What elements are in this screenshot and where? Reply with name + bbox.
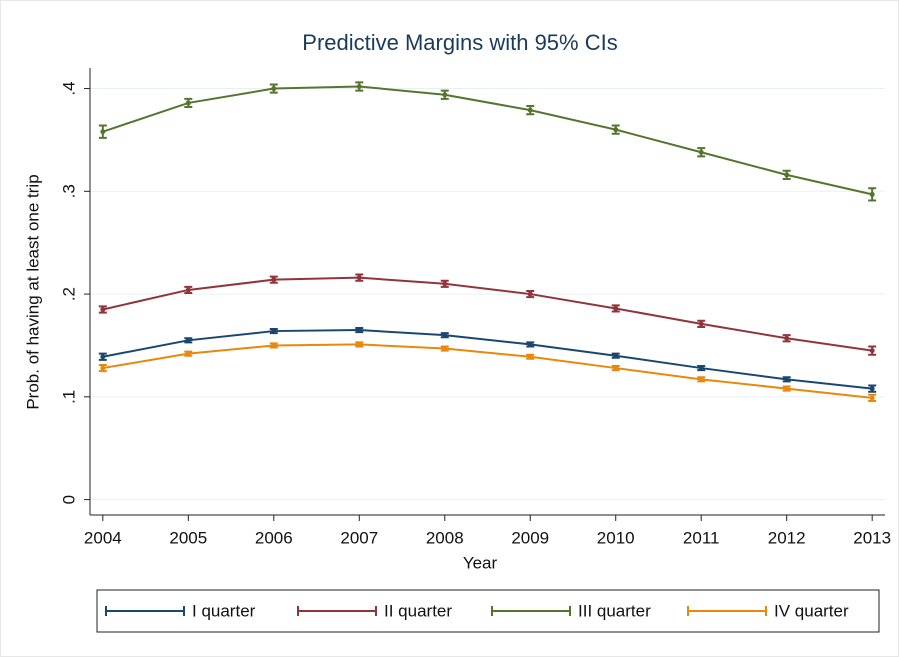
point: [784, 172, 790, 178]
x-tick-label: 2013: [853, 528, 891, 547]
point: [442, 92, 448, 98]
x-tick-label: 2009: [511, 528, 549, 547]
point: [698, 376, 704, 382]
series-line: [102, 343, 873, 399]
legend-swatch: [297, 606, 377, 616]
point: [100, 306, 106, 312]
point: [698, 321, 704, 327]
point: [442, 346, 448, 352]
point: [100, 354, 106, 360]
y-tick-label: .4: [59, 81, 78, 95]
point: [271, 86, 277, 92]
chart-title: Predictive Margins with 95% CIs: [302, 30, 617, 55]
point: [100, 365, 106, 371]
legend-swatch: [105, 606, 185, 616]
point: [869, 191, 875, 197]
y-tick-label: .2: [59, 287, 78, 301]
point: [869, 386, 875, 392]
point: [527, 291, 533, 297]
point: [869, 395, 875, 401]
legend-label: IV quarter: [774, 601, 849, 620]
y-axis-title: Prob. of having at least one trip: [23, 174, 42, 409]
point: [698, 365, 704, 371]
point: [185, 100, 191, 106]
x-tick-label: 2004: [84, 528, 122, 547]
point: [698, 149, 704, 155]
series-line: [102, 329, 873, 390]
point: [185, 287, 191, 293]
point: [784, 335, 790, 341]
y-tick-label: .1: [59, 390, 78, 404]
point: [271, 277, 277, 283]
point: [613, 365, 619, 371]
point: [442, 281, 448, 287]
x-tick-label: 2006: [255, 528, 293, 547]
y-tick-label: 0: [59, 495, 78, 504]
point: [185, 351, 191, 357]
point: [356, 327, 362, 333]
point: [869, 348, 875, 354]
legend-swatch: [687, 606, 767, 616]
point: [100, 129, 106, 135]
point: [527, 107, 533, 113]
point: [271, 328, 277, 334]
point: [271, 342, 277, 348]
point: [784, 386, 790, 392]
series-line: [102, 276, 873, 352]
point: [613, 127, 619, 133]
x-tick-label: 2005: [169, 528, 207, 547]
x-tick-label: 2008: [426, 528, 464, 547]
point: [527, 341, 533, 347]
y-tick-label: .3: [59, 184, 78, 198]
point: [784, 376, 790, 382]
point: [442, 332, 448, 338]
legend-label: II quarter: [384, 601, 452, 620]
legend-label: III quarter: [578, 601, 651, 620]
x-axis-title: Year: [463, 553, 498, 572]
x-tick-label: 2007: [340, 528, 378, 547]
x-tick-label: 2012: [768, 528, 806, 547]
legend-swatch: [491, 606, 571, 616]
point: [356, 341, 362, 347]
x-tick-label: 2010: [597, 528, 635, 547]
point: [613, 305, 619, 311]
series-line: [102, 85, 873, 196]
legend-label: I quarter: [192, 601, 256, 620]
point: [527, 354, 533, 360]
point: [356, 83, 362, 89]
x-tick-label: 2011: [683, 528, 720, 547]
point: [356, 275, 362, 281]
point: [185, 337, 191, 343]
point: [613, 353, 619, 359]
